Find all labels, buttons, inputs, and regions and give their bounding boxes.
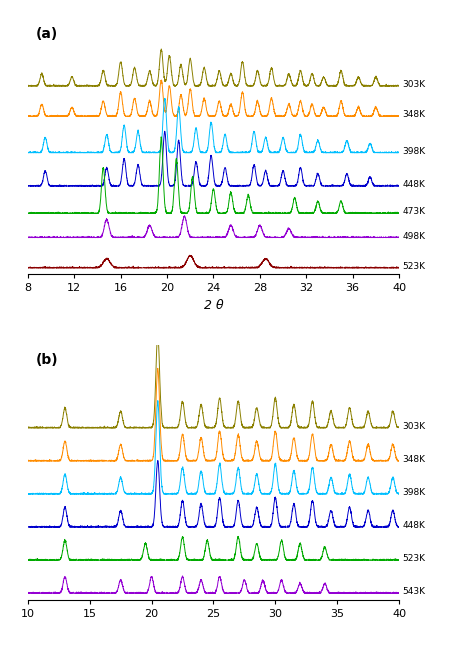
X-axis label: 2 θ: 2 θ (203, 299, 223, 312)
Text: 498K: 498K (402, 232, 425, 241)
Text: (a): (a) (35, 27, 57, 41)
Text: 523K: 523K (402, 554, 425, 563)
Text: 523K: 523K (402, 262, 425, 271)
Text: 303K: 303K (402, 422, 425, 431)
Text: 473K: 473K (402, 207, 425, 216)
Text: 348K: 348K (402, 455, 425, 464)
Text: 543K: 543K (402, 587, 425, 596)
Text: (b): (b) (35, 353, 58, 367)
Text: 348K: 348K (402, 110, 425, 119)
Text: 398K: 398K (402, 146, 425, 155)
Text: 448K: 448K (402, 521, 425, 530)
Text: 398K: 398K (402, 488, 425, 497)
Text: 303K: 303K (402, 80, 425, 89)
Text: 448K: 448K (402, 180, 425, 189)
